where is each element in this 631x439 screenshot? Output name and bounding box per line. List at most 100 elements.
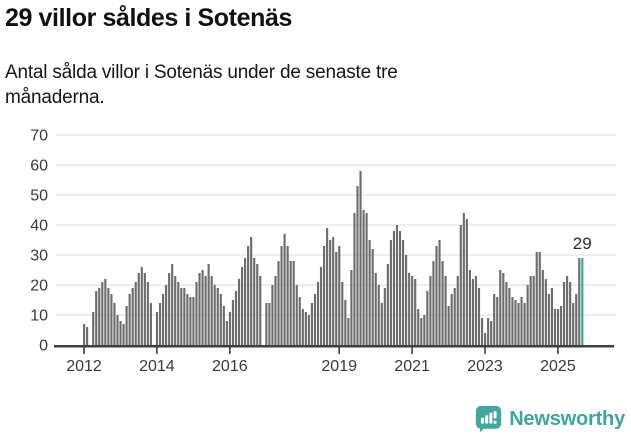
- bar: [219, 294, 222, 345]
- bar: [490, 321, 493, 345]
- bar: [234, 291, 238, 345]
- bar: [575, 294, 578, 345]
- y-axis-tick-label: 10: [30, 308, 48, 325]
- bar: [450, 294, 453, 345]
- bar: [192, 297, 195, 345]
- bar: [256, 264, 259, 345]
- bar: [161, 294, 165, 345]
- bar: [119, 321, 122, 345]
- bar: [222, 306, 225, 345]
- bar: [304, 312, 307, 345]
- bar: [468, 270, 471, 345]
- bar: [456, 276, 459, 345]
- bar: [201, 270, 204, 345]
- bar: [426, 291, 429, 345]
- bar: [210, 276, 213, 345]
- bar: [484, 333, 487, 345]
- bar: [432, 261, 435, 345]
- bar: [180, 288, 183, 345]
- bar: [474, 276, 478, 345]
- bar: [535, 252, 538, 345]
- bar: [329, 240, 332, 345]
- bar: [116, 315, 119, 345]
- bar: [395, 225, 399, 345]
- bar: [383, 288, 386, 345]
- bar: [140, 267, 143, 345]
- bar: [365, 213, 368, 345]
- bar: [225, 321, 228, 345]
- bar: [423, 315, 426, 345]
- bar: [386, 264, 389, 345]
- x-axis-tick-label: 2014: [139, 358, 175, 375]
- bar: [459, 225, 462, 345]
- y-axis-tick-label: 40: [30, 218, 48, 235]
- bar: [563, 282, 566, 345]
- bar: [295, 285, 298, 345]
- bar: [165, 285, 168, 345]
- bar: [338, 246, 341, 345]
- bar: [493, 294, 496, 345]
- y-axis-tick-label: 70: [30, 128, 48, 145]
- bar: [502, 273, 505, 345]
- bar: [447, 306, 450, 345]
- bar: [128, 294, 131, 345]
- bar: [368, 240, 371, 345]
- bar: [104, 279, 107, 345]
- bar: [174, 276, 177, 345]
- bar: [508, 288, 511, 345]
- bar: [310, 303, 313, 345]
- bar: [362, 210, 365, 345]
- bar: [401, 240, 405, 345]
- bar: [289, 261, 292, 345]
- bar: [526, 285, 529, 345]
- bar: [408, 273, 411, 345]
- bar: [171, 264, 174, 345]
- bar: [487, 318, 490, 345]
- bar: [271, 285, 274, 345]
- bar: [186, 294, 189, 345]
- bar: [177, 282, 180, 345]
- bar: [107, 288, 110, 345]
- newsworthy-speech-bubble-chart-icon: [476, 405, 502, 433]
- page-title: 29 villor såldes i Sotenäs: [5, 4, 292, 32]
- bar: [435, 246, 438, 345]
- bar: [371, 249, 374, 345]
- bar: [313, 294, 317, 345]
- bar: [353, 213, 356, 345]
- bar: [544, 279, 547, 345]
- bar: [398, 231, 402, 345]
- bar: [462, 213, 465, 345]
- bar: [420, 318, 423, 345]
- bar: [125, 306, 128, 345]
- x-axis-tick-label: 2016: [212, 358, 248, 375]
- y-axis-tick-label: 20: [30, 278, 48, 295]
- bar: [110, 294, 113, 345]
- bar: [307, 315, 310, 345]
- bar: [149, 303, 152, 345]
- bar: [496, 297, 499, 345]
- bar: [183, 288, 186, 345]
- bar: [292, 261, 295, 345]
- bar: [517, 303, 520, 345]
- bar: [532, 276, 535, 345]
- y-axis-tick-label: 0: [39, 338, 48, 355]
- bar: [529, 276, 532, 345]
- villa-sales-bar-chart: 0 10 20 30 40 50 60 70 2012 2014 2016 2019 2021 2023 2…: [30, 128, 616, 375]
- bar: [158, 303, 162, 345]
- bar: [377, 285, 380, 345]
- bar: [389, 240, 392, 345]
- bar: [286, 246, 289, 345]
- bar: [207, 264, 210, 345]
- bar: [189, 297, 192, 345]
- brand-name: Newsworthy: [509, 407, 625, 430]
- bar: [350, 270, 353, 345]
- bar: [520, 297, 523, 345]
- bar: [444, 276, 447, 345]
- bar: [553, 309, 557, 345]
- current-value-bar: [581, 258, 584, 345]
- bar: [86, 327, 89, 345]
- bar: [83, 324, 86, 345]
- bar: [198, 273, 201, 345]
- bar: [465, 219, 468, 345]
- bar: [441, 261, 444, 345]
